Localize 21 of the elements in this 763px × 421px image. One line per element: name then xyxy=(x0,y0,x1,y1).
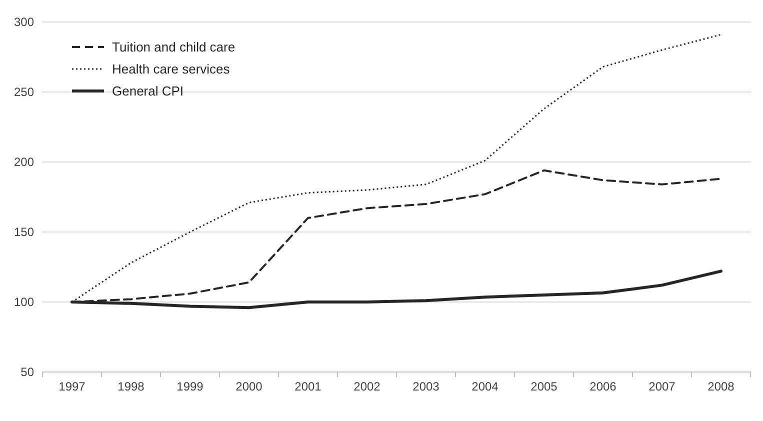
x-tick-label: 2002 xyxy=(354,380,381,394)
y-tick-label: 250 xyxy=(14,84,34,99)
x-tick-label: 2007 xyxy=(648,380,676,394)
y-tick-label: 300 xyxy=(14,14,34,29)
legend-label: Tuition and child care xyxy=(112,40,236,54)
y-tick-label: 50 xyxy=(20,364,34,379)
x-tick-label: 2008 xyxy=(708,380,735,394)
x-tick-label: 1999 xyxy=(176,380,204,394)
y-tick-label: 100 xyxy=(14,294,34,309)
x-tick-label: 2006 xyxy=(590,380,617,394)
legend-label: General CPI xyxy=(112,84,184,98)
x-tick-label: 2001 xyxy=(294,380,322,394)
x-tick-label: 2003 xyxy=(412,380,440,394)
x-tick-label: 1998 xyxy=(118,380,145,394)
x-tick-label: 2004 xyxy=(472,380,499,394)
legend-label: Health care services xyxy=(112,62,230,76)
x-tick-label: 1997 xyxy=(58,380,86,394)
y-tick-label: 150 xyxy=(14,224,34,239)
x-tick-label: 2000 xyxy=(236,380,263,394)
y-tick-label: 200 xyxy=(14,154,34,169)
x-tick-label: 2005 xyxy=(530,380,558,394)
